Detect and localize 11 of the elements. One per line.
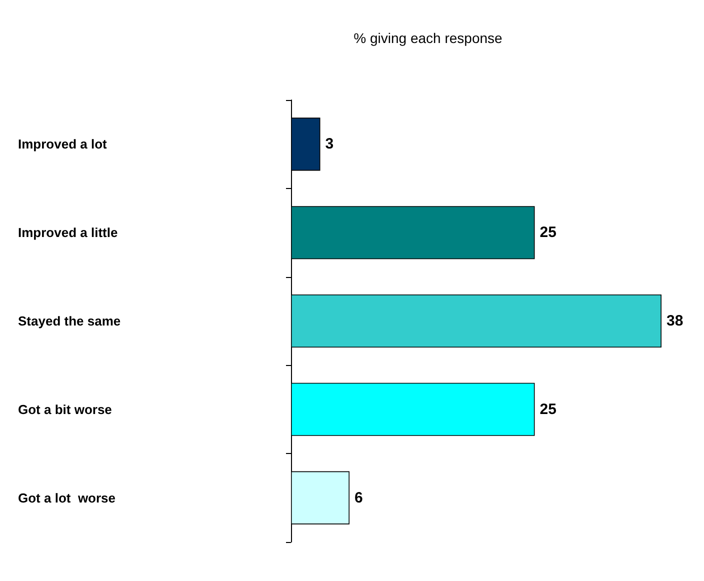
data-label: 25: [540, 224, 556, 242]
y-tick-label: Stayed the same: [18, 314, 121, 328]
y-tick-label: Improved a little: [18, 225, 118, 240]
data-label: 3: [325, 136, 334, 153]
chart-title: % giving each response: [354, 30, 503, 46]
y-tick-label: Got a bit worse: [18, 402, 112, 417]
data-label: 38: [666, 312, 684, 330]
data-label: 6: [354, 489, 363, 506]
y-tick-label: Got a lot worse: [18, 490, 116, 506]
data-label: 25: [540, 400, 556, 418]
y-tick-label: Improved a lot: [18, 136, 108, 152]
